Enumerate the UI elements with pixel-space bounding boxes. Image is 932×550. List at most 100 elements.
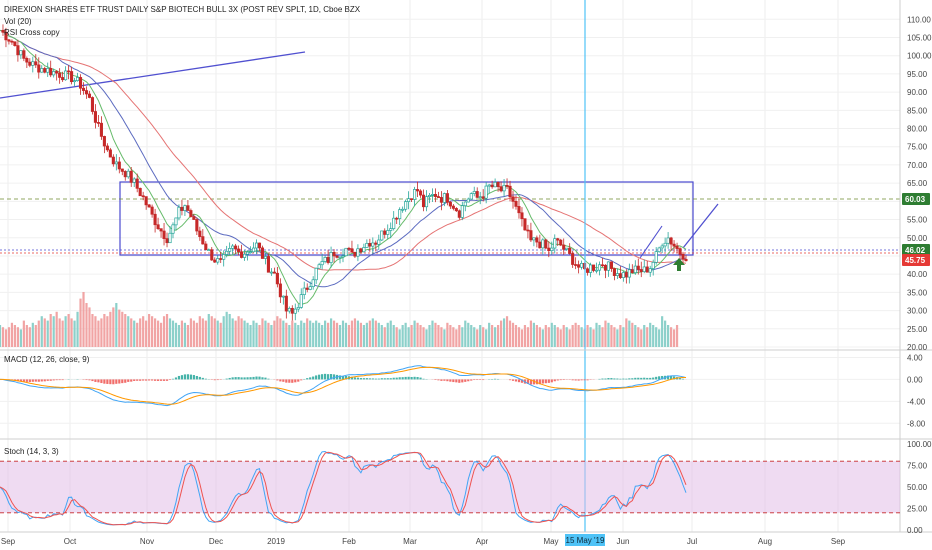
macd-hist-bar xyxy=(365,378,368,380)
candle-body xyxy=(34,61,38,66)
volume-bar xyxy=(386,322,389,347)
macd-hist-bar xyxy=(389,378,392,380)
candle-body xyxy=(90,97,95,112)
volume-bar xyxy=(168,318,172,347)
candle-body xyxy=(618,273,622,278)
volume-bar xyxy=(332,320,336,347)
macd-hist-bar xyxy=(419,377,422,380)
macd-hist-bar xyxy=(52,379,55,381)
volume-bar xyxy=(640,329,643,347)
trend-line-small[interactable] xyxy=(639,225,663,259)
candle-body xyxy=(192,216,196,220)
candle-body xyxy=(254,242,259,249)
macd-hist-bar xyxy=(225,378,228,380)
macd-label: MACD (12, 26, close, 9) xyxy=(4,355,90,364)
cursor-date-label: 15 May '19 xyxy=(566,536,605,545)
candle-body xyxy=(344,247,348,257)
volume-bar xyxy=(502,318,506,347)
candle-body xyxy=(514,201,518,207)
candle-body xyxy=(272,271,276,274)
macd-hist-bar xyxy=(508,379,512,381)
macd-hist-bar xyxy=(171,378,175,380)
candle-body xyxy=(293,308,297,314)
macd-hist-bar xyxy=(634,377,637,380)
candle-body xyxy=(257,242,262,249)
volume-bar xyxy=(494,327,497,347)
stoch-tick-label: 25.00 xyxy=(907,505,928,514)
volume-bar xyxy=(13,325,17,347)
volume-bar xyxy=(562,325,565,347)
macd-hist-bar xyxy=(544,379,547,384)
macd-hist-bar xyxy=(640,377,643,380)
volume-bar xyxy=(467,322,470,347)
macd-hist-bar xyxy=(183,374,187,380)
macd-hist-bar xyxy=(312,376,315,380)
volume-bar xyxy=(601,327,604,347)
volume-bar xyxy=(383,327,386,347)
volume-bar xyxy=(619,325,622,347)
macd-hist-bar xyxy=(261,377,264,380)
macd-histogram xyxy=(1,373,688,385)
candle-body xyxy=(237,248,241,253)
candle-body xyxy=(401,208,405,211)
volume-bar xyxy=(237,316,240,347)
candle-body xyxy=(645,266,649,273)
candle-body xyxy=(25,58,29,63)
volume-bar xyxy=(407,327,410,347)
volume-bar xyxy=(291,320,294,347)
macd-hist-bar xyxy=(571,379,574,381)
candle-body xyxy=(594,269,599,272)
volume-bar xyxy=(637,327,640,347)
macd-hist-bar xyxy=(622,378,625,380)
volume-bar xyxy=(61,320,64,347)
volume-bar xyxy=(616,329,619,347)
volume-bar xyxy=(440,327,443,347)
volume-bar xyxy=(243,320,246,347)
candle-body xyxy=(183,205,187,211)
candle-body xyxy=(392,217,396,229)
volume-bar xyxy=(443,329,446,347)
volume-bar xyxy=(100,318,103,347)
volume-bar xyxy=(228,314,231,347)
x-tick-label: Oct xyxy=(64,537,77,546)
price-badge-label: 60.03 xyxy=(905,195,926,204)
volume-bar xyxy=(16,327,19,347)
macd-hist-bar xyxy=(156,379,160,381)
candle-body xyxy=(210,249,214,261)
candle-body xyxy=(99,122,103,137)
trend-line-top[interactable] xyxy=(0,51,306,99)
volume-bar xyxy=(329,318,333,347)
candle-body xyxy=(55,71,59,74)
macd-hist-bar xyxy=(374,378,377,380)
candle-body xyxy=(493,181,497,188)
volume-bar xyxy=(309,320,312,347)
volume-bar xyxy=(479,325,482,347)
volume-bar xyxy=(401,325,404,347)
macd-hist-bar xyxy=(88,379,91,381)
candle-body xyxy=(186,205,190,211)
candle-body xyxy=(398,209,402,219)
price-tick-label: 70.00 xyxy=(907,161,928,170)
volume-bar xyxy=(652,325,655,347)
cursor-date-badge: 15 May '19 xyxy=(565,534,605,546)
volume-bar xyxy=(350,320,354,347)
volume-bar xyxy=(162,316,166,347)
candle-body xyxy=(463,201,467,207)
candle-body xyxy=(129,170,133,183)
macd-hist-bar xyxy=(228,377,231,380)
candle-body xyxy=(81,87,86,91)
candle-body xyxy=(329,252,333,263)
candle-body xyxy=(499,186,503,192)
trend-line-right[interactable] xyxy=(682,203,719,249)
candle-body xyxy=(61,77,65,81)
x-tick-label: Mar xyxy=(403,537,417,546)
macd-hist-bar xyxy=(562,379,565,381)
volume-bar xyxy=(198,316,201,347)
volume-bar xyxy=(431,320,434,347)
volume-bar xyxy=(216,320,219,347)
volume-bar xyxy=(625,318,628,347)
moving-average-long xyxy=(0,29,687,271)
candle-body xyxy=(442,193,446,203)
candle-body xyxy=(630,269,634,274)
